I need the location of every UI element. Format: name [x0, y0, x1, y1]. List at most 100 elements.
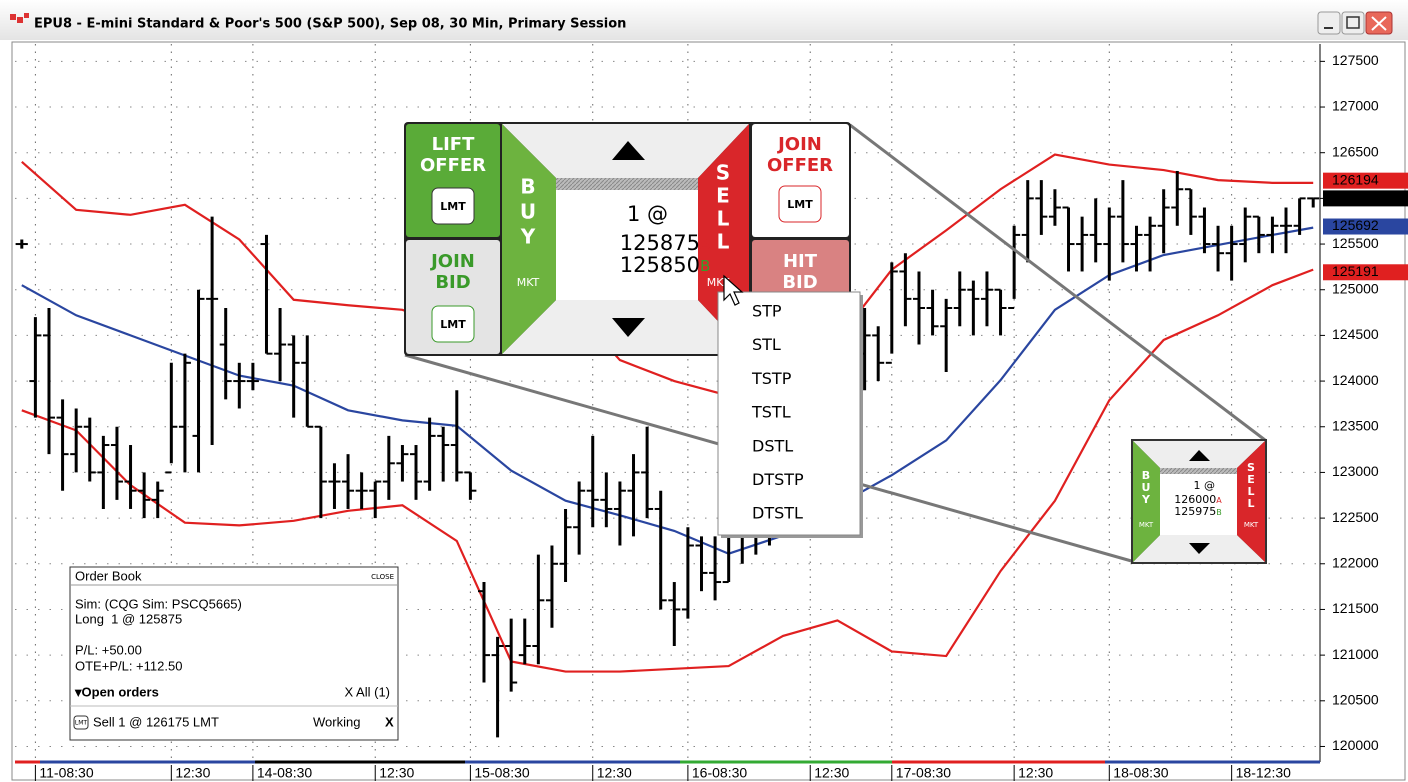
- order: Sell 1 @ 126175 LMT: [93, 714, 219, 729]
- button-label: U: [520, 200, 536, 224]
- mini-trade-pad: B U Y MKT S E L L MKT 1 @ 126000A 125975…: [1131, 439, 1267, 564]
- order-book: Order Book CLOSE Sim: (CQG Sim: PSCQ5665…: [69, 566, 399, 741]
- account: Sim: (CQG Sim: PSCQ5665): [75, 596, 242, 611]
- price-tag: [1323, 218, 1408, 235]
- quantity: 1 @: [1194, 479, 1216, 492]
- button-label: B: [520, 175, 535, 199]
- menu-item[interactable]: DTSTL: [752, 504, 803, 523]
- bid-price: 125850B: [620, 253, 710, 277]
- cancel-all-button[interactable]: X All (1): [344, 684, 390, 699]
- button-label: Y: [1141, 493, 1151, 506]
- connector: [849, 123, 1266, 442]
- price-tag: [1323, 172, 1408, 189]
- y-tick-label: 121000: [1332, 646, 1379, 662]
- join-bid-button[interactable]: JOIN BID LMT: [406, 240, 500, 354]
- price-tag: [1323, 264, 1408, 281]
- app-icon: [10, 13, 29, 23]
- menu-item[interactable]: DTSTP: [752, 470, 804, 489]
- y-tick-label: 124000: [1332, 372, 1379, 388]
- button-label: E: [716, 184, 730, 208]
- y-tick-label: 123000: [1332, 463, 1379, 479]
- close-button[interactable]: CLOSE: [371, 573, 394, 581]
- band-line: [21, 153, 1314, 397]
- x-tick-label: 17-08:30: [896, 765, 951, 781]
- band-line: [21, 268, 1314, 673]
- buy-market-button[interactable]: B U Y MKT: [502, 124, 556, 354]
- mini-buy-button[interactable]: [1133, 441, 1160, 562]
- button-label: MKT: [1139, 521, 1154, 529]
- window-title: EPU8 - E-mini Standard & Poor's 500 (S&P…: [34, 17, 626, 32]
- window-buttons[interactable]: [1317, 11, 1393, 35]
- cancel-order-button[interactable]: X: [385, 714, 394, 729]
- join-offer-button[interactable]: JOIN OFFER LMT: [752, 124, 849, 237]
- mouse-cursor: [723, 274, 744, 306]
- menu-item[interactable]: TSTL: [751, 403, 791, 422]
- button-label: JOIN: [776, 134, 822, 155]
- price-tag-label: 125191: [1332, 263, 1379, 279]
- menu-item[interactable]: DSTL: [752, 436, 793, 455]
- order-icon: [73, 715, 89, 730]
- x-tick-label: 18-12:30: [1236, 765, 1291, 781]
- button-label: S: [716, 161, 730, 185]
- lift-offer-button[interactable]: LIFT OFFER LMT: [406, 124, 500, 237]
- button-label: E: [1247, 473, 1255, 486]
- price-tag: [1323, 190, 1408, 207]
- y-tick-label: 127000: [1332, 98, 1379, 114]
- button-label: L: [717, 207, 730, 231]
- profit-loss: P/L: +50.00: [75, 642, 142, 657]
- button-label: LMT: [440, 318, 466, 331]
- down-arrow: [612, 318, 645, 337]
- y-tick-label: 126500: [1332, 143, 1379, 159]
- x-tick-label: 12:30: [597, 765, 632, 781]
- up-arrow: [612, 141, 645, 160]
- quote-panel: [556, 178, 698, 300]
- ask-price: 126000A: [1174, 493, 1222, 506]
- button-label: LIFT: [432, 134, 475, 155]
- y-tick-label: 120000: [1332, 737, 1379, 753]
- ask-price: 125875A: [620, 231, 711, 255]
- x-tick-label: 15-08:30: [474, 765, 529, 781]
- x-tick-label: 18-08:30: [1113, 765, 1168, 781]
- menu-item[interactable]: STL: [752, 335, 781, 354]
- position: Long 1 @ 125875: [75, 611, 182, 626]
- y-tick-label: 125000: [1332, 280, 1379, 296]
- price-tag-label: 126194: [1332, 171, 1379, 187]
- menu-item[interactable]: STP: [752, 302, 782, 321]
- x-tick-label: 14-08:30: [257, 765, 312, 781]
- button-label: L: [1247, 497, 1254, 510]
- bid-price: 125975B: [1174, 505, 1222, 518]
- panel-title: Order Book: [75, 568, 142, 583]
- menu-item[interactable]: TSTP: [751, 369, 792, 388]
- button-label: OFFER: [420, 155, 486, 176]
- order-type-menu: STP STL TSTP TSTL DSTL DTSTP DTSTL: [717, 291, 863, 538]
- y-tick-label: 122000: [1332, 554, 1379, 570]
- button-label: OFFER: [767, 155, 833, 176]
- y-tick-label: 120500: [1332, 691, 1379, 707]
- x-tick-label: 12:30: [379, 765, 414, 781]
- open-orders-toggle[interactable]: ▾Open orders: [74, 684, 159, 699]
- button-label: JOIN: [429, 251, 475, 272]
- chart-frame: [11, 41, 1406, 781]
- mini-sell-button[interactable]: [1237, 441, 1265, 562]
- button-label: B: [1142, 469, 1150, 482]
- button-label: LMT: [440, 200, 466, 213]
- open-trade-equity: OTE+P/L: +112.50: [75, 658, 182, 673]
- price-tag-label: 125692: [1332, 217, 1379, 233]
- y-tick-label: 121500: [1332, 600, 1379, 616]
- button-label: L: [1247, 485, 1254, 498]
- button-label: L: [717, 230, 730, 254]
- x-tick-label: 11-08:30: [39, 765, 93, 781]
- order-status: Working: [313, 714, 360, 729]
- button-label: MKT: [1244, 521, 1259, 529]
- y-tick-label: 125500: [1332, 235, 1379, 251]
- button-label: HIT: [783, 251, 818, 272]
- x-tick-label: 12:30: [175, 765, 210, 781]
- order-icon-label: LMT: [75, 720, 88, 727]
- button-label: U: [1142, 481, 1151, 494]
- axes: 120000 120500 121000 121500 122000 122500 1230…: [34, 52, 1408, 781]
- button-label: BID: [782, 272, 817, 293]
- y-tick-label: 124500: [1332, 326, 1379, 342]
- quote-hatch: [556, 178, 698, 190]
